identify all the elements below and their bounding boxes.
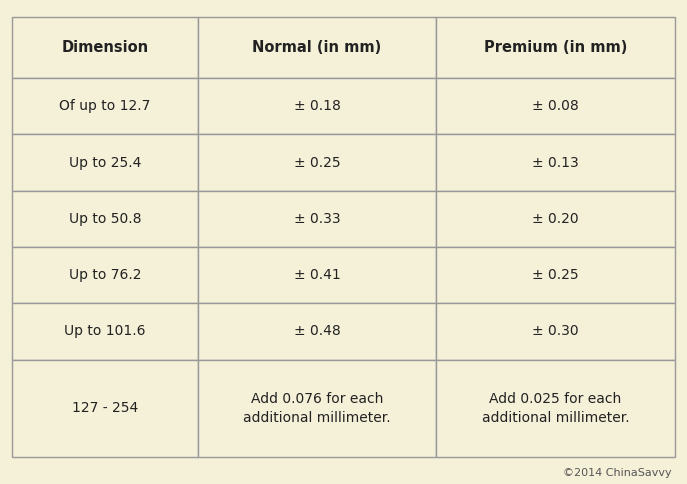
Bar xyxy=(436,191,675,247)
Text: Up to 50.8: Up to 50.8 xyxy=(69,212,142,226)
Bar xyxy=(198,191,436,247)
Text: 127 - 254: 127 - 254 xyxy=(72,401,138,415)
Bar xyxy=(198,247,436,303)
Text: ± 0.25: ± 0.25 xyxy=(532,268,578,282)
Bar xyxy=(198,17,436,78)
Text: ± 0.08: ± 0.08 xyxy=(532,99,579,113)
Text: ± 0.48: ± 0.48 xyxy=(293,324,340,338)
Text: Up to 101.6: Up to 101.6 xyxy=(65,324,146,338)
Text: Dimension: Dimension xyxy=(62,40,148,55)
Text: Premium (in mm): Premium (in mm) xyxy=(484,40,627,55)
Text: ± 0.41: ± 0.41 xyxy=(293,268,340,282)
Bar xyxy=(436,303,675,360)
Bar xyxy=(436,17,675,78)
Bar xyxy=(12,135,198,191)
Bar xyxy=(12,247,198,303)
Bar xyxy=(436,360,675,457)
Bar xyxy=(12,78,198,135)
Text: Up to 25.4: Up to 25.4 xyxy=(69,155,142,169)
Text: Normal (in mm): Normal (in mm) xyxy=(252,40,382,55)
Bar xyxy=(12,360,198,457)
Text: ©2014 ChinaSavvy: ©2014 ChinaSavvy xyxy=(563,468,671,478)
Bar xyxy=(12,191,198,247)
Text: ± 0.33: ± 0.33 xyxy=(294,212,340,226)
Bar xyxy=(436,78,675,135)
Bar xyxy=(198,135,436,191)
Bar xyxy=(436,247,675,303)
Text: Add 0.076 for each
additional millimeter.: Add 0.076 for each additional millimeter… xyxy=(243,392,391,425)
Text: ± 0.20: ± 0.20 xyxy=(532,212,578,226)
Text: Up to 76.2: Up to 76.2 xyxy=(69,268,142,282)
Text: Add 0.025 for each
additional millimeter.: Add 0.025 for each additional millimeter… xyxy=(482,392,629,425)
Bar xyxy=(198,303,436,360)
Text: Of up to 12.7: Of up to 12.7 xyxy=(59,99,150,113)
Bar xyxy=(436,135,675,191)
Bar xyxy=(198,78,436,135)
Bar xyxy=(198,360,436,457)
Text: ± 0.30: ± 0.30 xyxy=(532,324,578,338)
Bar xyxy=(12,303,198,360)
Bar xyxy=(12,17,198,78)
Text: ± 0.13: ± 0.13 xyxy=(532,155,579,169)
Text: ± 0.25: ± 0.25 xyxy=(294,155,340,169)
Text: ± 0.18: ± 0.18 xyxy=(293,99,341,113)
